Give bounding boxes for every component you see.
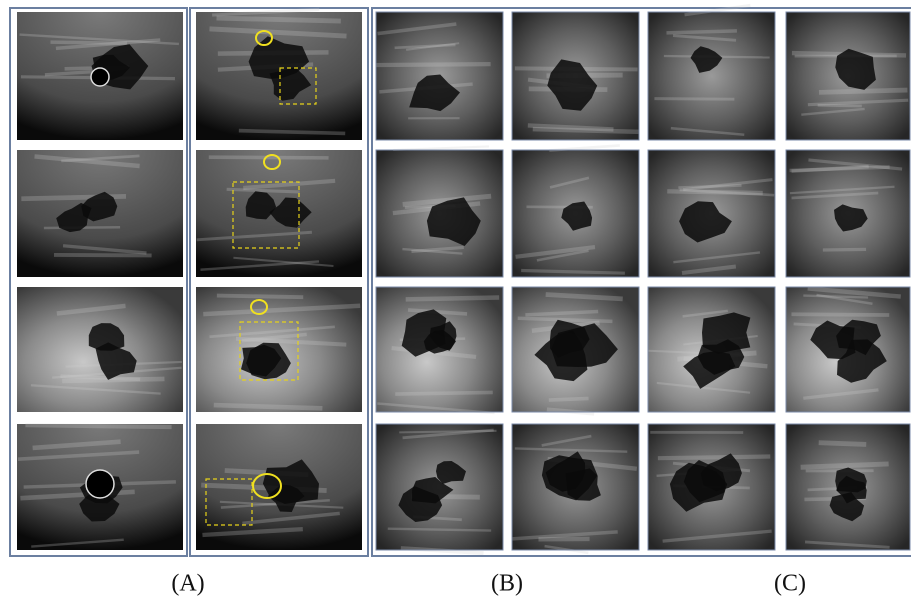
speckle-streak xyxy=(823,249,866,250)
speckle-streak xyxy=(50,42,127,43)
speckle-streak xyxy=(406,297,499,299)
probe xyxy=(86,470,114,498)
probe xyxy=(91,68,109,86)
speckle-streak xyxy=(801,464,889,467)
speckle-streak xyxy=(393,146,489,150)
figure: (A) (B) (C) xyxy=(0,0,911,601)
speckle-streak xyxy=(25,425,171,427)
speckle-streak xyxy=(54,255,152,256)
speckle-streak xyxy=(376,64,490,65)
panel-label: (C) xyxy=(774,571,806,597)
speckle-streak xyxy=(214,405,323,408)
speckle-streak xyxy=(62,379,164,381)
speckle-streak xyxy=(654,99,734,100)
speckle-streak xyxy=(217,18,341,21)
speckle-streak xyxy=(819,443,867,445)
panel-label: (B) xyxy=(491,571,523,597)
speckle-streak xyxy=(549,398,589,400)
panel-label: (A) xyxy=(171,571,204,597)
speckle-streak xyxy=(658,457,770,459)
speckle-streak xyxy=(791,314,889,315)
speckle-streak xyxy=(666,31,736,33)
speckle-streak xyxy=(533,129,639,132)
speckle-streak xyxy=(819,90,907,92)
speckle-streak xyxy=(395,392,493,394)
speckle-streak xyxy=(217,296,303,298)
speckle-streak xyxy=(209,157,329,158)
